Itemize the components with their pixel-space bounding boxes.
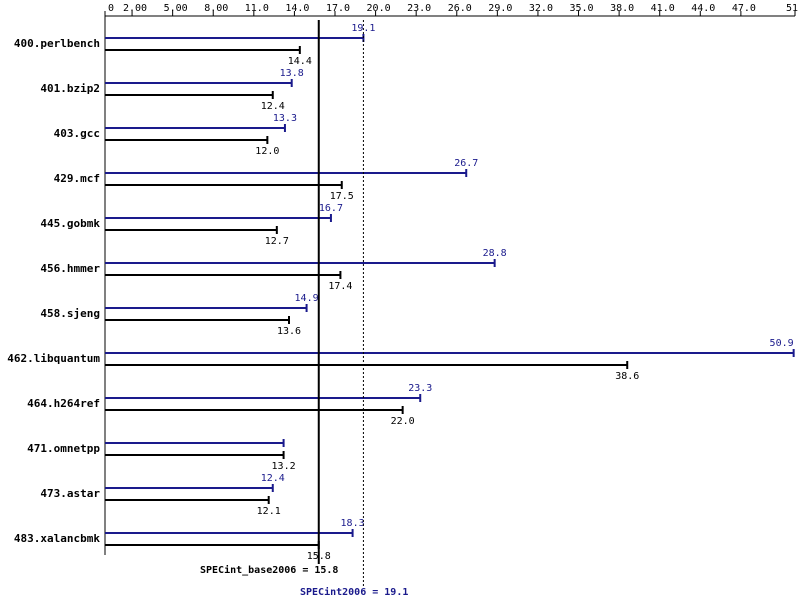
- category-label: 458.sjeng: [40, 307, 100, 320]
- x-tick-label: 2.00: [123, 3, 147, 14]
- x-tick-label: 47.0: [732, 3, 756, 14]
- category-label: 483.xalancbmk: [14, 532, 100, 545]
- bar: [105, 37, 364, 39]
- summary-name: SPECint2006 =: [300, 586, 378, 598]
- summary-value: 15.8: [314, 565, 338, 576]
- x-tick-label: 20.0: [367, 3, 391, 14]
- x-tick-label: 8.00: [204, 3, 228, 14]
- x-tick-label: 23.0: [407, 3, 431, 14]
- value-label: 50.9: [770, 338, 794, 349]
- bar: [105, 352, 794, 354]
- value-label: 14.9: [295, 293, 319, 304]
- bar: [105, 364, 628, 366]
- x-tick-label: 44.0: [691, 3, 715, 14]
- bar: [105, 229, 277, 231]
- bar: [105, 94, 273, 96]
- x-tick-label: 41.0: [651, 3, 675, 14]
- bar: [105, 127, 285, 129]
- bar: [105, 409, 403, 411]
- x-tick-label: 51.0: [786, 3, 799, 14]
- value-label: 26.7: [454, 158, 478, 169]
- value-label: 14.4: [288, 56, 312, 67]
- value-label: 17.4: [328, 281, 352, 292]
- category-label: 464.h264ref: [27, 397, 100, 410]
- summary-label: SPECint_base2006 = 15.8: [200, 564, 338, 576]
- value-label: 12.7: [265, 236, 289, 247]
- x-tick-label: 26.0: [448, 3, 472, 14]
- category-label: 429.mcf: [54, 172, 100, 185]
- bar: [105, 487, 273, 489]
- value-label: 18.3: [341, 518, 365, 529]
- category-label: 400.perlbench: [14, 37, 100, 50]
- x-tick-label: 32.0: [529, 3, 553, 14]
- value-label: 12.4: [261, 473, 285, 484]
- category-label: 445.gobmk: [40, 217, 100, 230]
- x-tick-label: 0: [108, 3, 114, 14]
- value-label: 16.7: [319, 203, 343, 214]
- summary-label: SPECint2006 = 19.1: [300, 586, 408, 598]
- bar: [105, 172, 467, 174]
- bar: [105, 397, 421, 399]
- x-tick-label: 14.0: [285, 3, 309, 14]
- value-label: 12.4: [261, 101, 285, 112]
- bar: [105, 454, 284, 456]
- bar: [105, 82, 292, 84]
- category-label: 473.astar: [40, 487, 100, 500]
- x-tick-label: 35.0: [569, 3, 593, 14]
- value-label: 38.6: [615, 371, 639, 382]
- value-label: 28.8: [483, 248, 507, 259]
- bar: [105, 319, 289, 321]
- bar: [105, 544, 319, 546]
- bar: [105, 139, 268, 141]
- bar: [105, 499, 269, 501]
- category-label: 471.omnetpp: [27, 442, 100, 455]
- bar: [105, 262, 495, 264]
- value-label: 13.8: [280, 68, 304, 79]
- category-label: 403.gcc: [54, 127, 100, 140]
- value-label: 13.2: [272, 461, 296, 472]
- value-label: 17.5: [330, 191, 354, 202]
- x-tick-label: 17.0: [326, 3, 350, 14]
- value-label: 12.1: [257, 506, 281, 517]
- bar: [105, 217, 331, 219]
- x-tick-label: 5.00: [164, 3, 188, 14]
- value-label: 12.0: [255, 146, 279, 157]
- summary-name: SPECint_base2006 =: [200, 564, 308, 576]
- value-label: 13.6: [277, 326, 301, 337]
- category-label: 462.libquantum: [7, 352, 100, 365]
- bar: [105, 184, 342, 186]
- category-label: 456.hmmer: [40, 262, 100, 275]
- value-label: 23.3: [408, 383, 432, 394]
- bar: [105, 49, 300, 51]
- bar: [105, 307, 307, 309]
- bar: [105, 274, 341, 276]
- value-label: 22.0: [391, 416, 415, 427]
- bar: [105, 442, 284, 444]
- x-tick-label: 29.0: [488, 3, 512, 14]
- bar: [105, 532, 353, 534]
- x-tick-label: 11.0: [245, 3, 269, 14]
- value-label: 13.3: [273, 113, 297, 124]
- x-tick-label: 38.0: [610, 3, 634, 14]
- summary-value: 19.1: [384, 587, 408, 598]
- category-label: 401.bzip2: [40, 82, 100, 95]
